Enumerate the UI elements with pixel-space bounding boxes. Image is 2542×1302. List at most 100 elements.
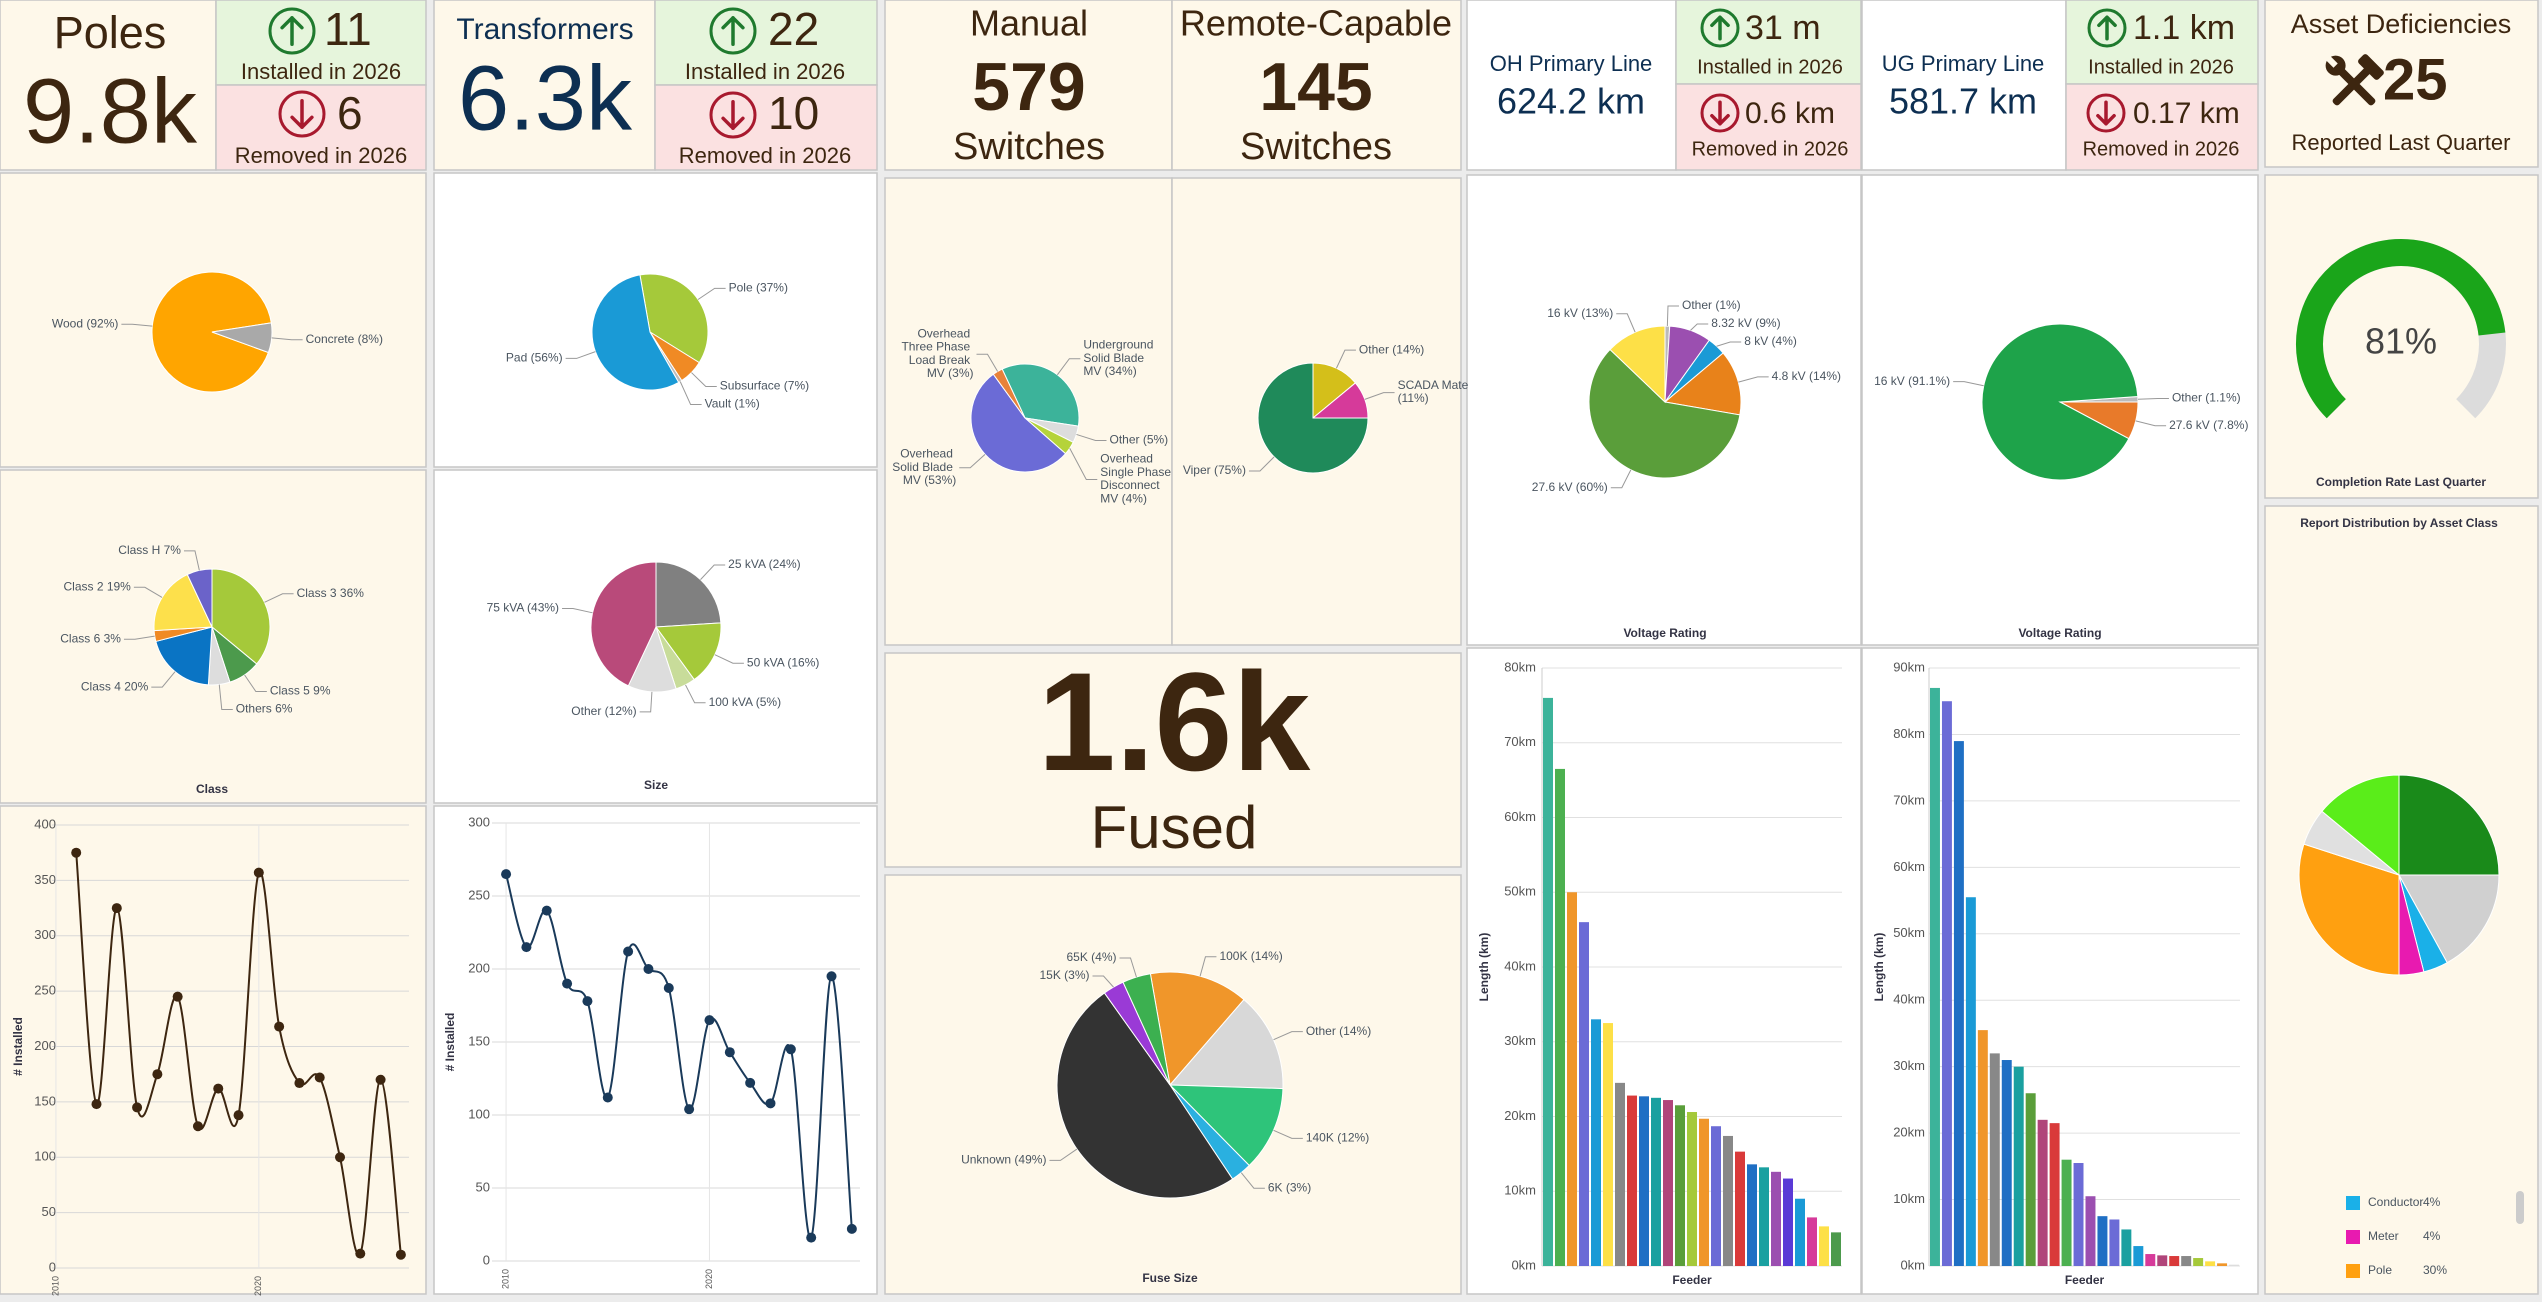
pie-slice [186, 568, 213, 628]
pie-label: Other (1.1%) [2172, 391, 2241, 405]
pie-label: 15K (3%) [1039, 968, 1089, 982]
panel [215, 0, 427, 86]
chart-title: Voltage Rating [2018, 626, 2101, 640]
pie-slice [1609, 325, 1666, 404]
y-tick-label: 250 [468, 887, 490, 902]
point [294, 1078, 305, 1089]
bar [1735, 1151, 1745, 1266]
pie-label: Vault (1%) [705, 397, 760, 411]
bar [1543, 697, 1553, 1266]
kpi-text: 31 m [1745, 9, 1821, 47]
kpi-text: 579 [972, 49, 1085, 125]
bar [1699, 1118, 1709, 1266]
bar [2157, 1255, 2168, 1266]
y-tick-label: 300 [468, 814, 490, 829]
bar [2109, 1219, 2120, 1266]
x-axis-title: Feeder [1672, 1273, 1712, 1287]
arrow-icon [2097, 15, 2117, 41]
chart-title: Voltage Rating [1623, 626, 1706, 640]
bar [2133, 1246, 2144, 1266]
pie-slice [211, 568, 271, 665]
pie-slice [2298, 843, 2400, 976]
pie-label: Class 2 19% [63, 579, 131, 593]
pie-slice [1168, 1084, 1284, 1167]
y-tick-label: 150 [468, 1033, 490, 1048]
pie-label: Class 4 20% [81, 679, 149, 693]
pie-slice [1122, 973, 1171, 1086]
pie-label: Overhead Solid Blade MV (53%) [892, 447, 956, 487]
pie-slice [153, 573, 213, 632]
y-tick-label: 200 [34, 1038, 56, 1053]
y-tick-label: 30km [1504, 1033, 1536, 1048]
y-tick-label: 10km [1504, 1183, 1536, 1198]
bar [2121, 1229, 2132, 1266]
leader-line [1953, 381, 1984, 387]
kpi-text: 624.2 km [1497, 81, 1645, 122]
leader-line [1335, 349, 1356, 369]
kpi-text: Installed in 2026 [685, 59, 845, 84]
pie-label: Other (5%) [1109, 433, 1168, 447]
y-tick-label: 20km [1504, 1108, 1536, 1123]
point [335, 1152, 346, 1163]
kpi-text: Removed in 2026 [235, 143, 407, 168]
pie-label: Pole (37%) [729, 280, 788, 294]
point [172, 991, 183, 1002]
bar [1807, 1217, 1817, 1266]
kpi-text: Manual [970, 3, 1088, 44]
y-axis-title: # Installed [443, 1013, 457, 1072]
kpi-text: Removed in 2026 [2083, 138, 2240, 160]
leader-line [1364, 392, 1395, 400]
bar [1555, 768, 1565, 1266]
point [314, 1072, 325, 1083]
bar [2145, 1254, 2156, 1266]
pie-label: Class 5 9% [270, 684, 331, 698]
y-tick-label: 80km [1504, 659, 1536, 674]
chart-title: Class [196, 782, 228, 796]
arrow-icon [1710, 100, 1730, 126]
x-axis-title: Feeder [2065, 1273, 2105, 1287]
pie-label: Others 6% [236, 702, 293, 716]
leader-line [700, 564, 726, 580]
point [684, 1104, 695, 1115]
panel [2264, 0, 2539, 168]
y-axis-title: Length (km) [1477, 933, 1491, 1002]
gauge-value [2296, 239, 2506, 419]
arrow-icon [709, 91, 757, 139]
y-tick-label: 0 [483, 1252, 490, 1267]
pie-label: Overhead Single Phase Disconnect MV (4%) [1100, 452, 1174, 506]
kpi-text: Installed in 2026 [1697, 56, 1843, 78]
point [91, 1099, 102, 1110]
point [152, 1069, 163, 1080]
scrollbar [2516, 1191, 2524, 1224]
point [562, 978, 573, 989]
pie-label: Class H 7% [118, 543, 181, 557]
kpi-text: 22 [768, 3, 819, 55]
point [111, 903, 122, 914]
y-tick-label: 80km [1893, 726, 1925, 741]
kpi-text: 6.3k [458, 47, 633, 149]
pie-label: 25 kVA (24%) [728, 557, 800, 571]
tools-icon [2325, 54, 2384, 106]
point [501, 869, 512, 880]
bar [2001, 1060, 2012, 1266]
y-tick-label: 40km [1504, 958, 1536, 973]
legend-value: 4% [2423, 1195, 2441, 1209]
kpi-text: Switches [953, 126, 1105, 168]
kpi-text: Remote-Capable [1180, 3, 1452, 44]
bar [1711, 1126, 1721, 1266]
point [724, 1047, 735, 1058]
leader-line [2137, 398, 2169, 400]
pie-label: SCADA Mate (11%) [1398, 378, 1472, 405]
kpi-text: Installed in 2026 [241, 59, 401, 84]
bar [2073, 1163, 2084, 1266]
y-tick-label: 30km [1893, 1058, 1925, 1073]
pie-slice [151, 271, 272, 393]
y-tick-label: 200 [468, 960, 490, 975]
y-tick-label: 250 [34, 983, 56, 998]
y-tick-label: 90km [1893, 659, 1925, 674]
chart-title: Fuse Size [1142, 1271, 1198, 1285]
kpi-text: 10 [768, 87, 819, 139]
y-tick-label: 0 [49, 1259, 56, 1274]
bar [1795, 1198, 1805, 1266]
leader-line [244, 674, 267, 693]
